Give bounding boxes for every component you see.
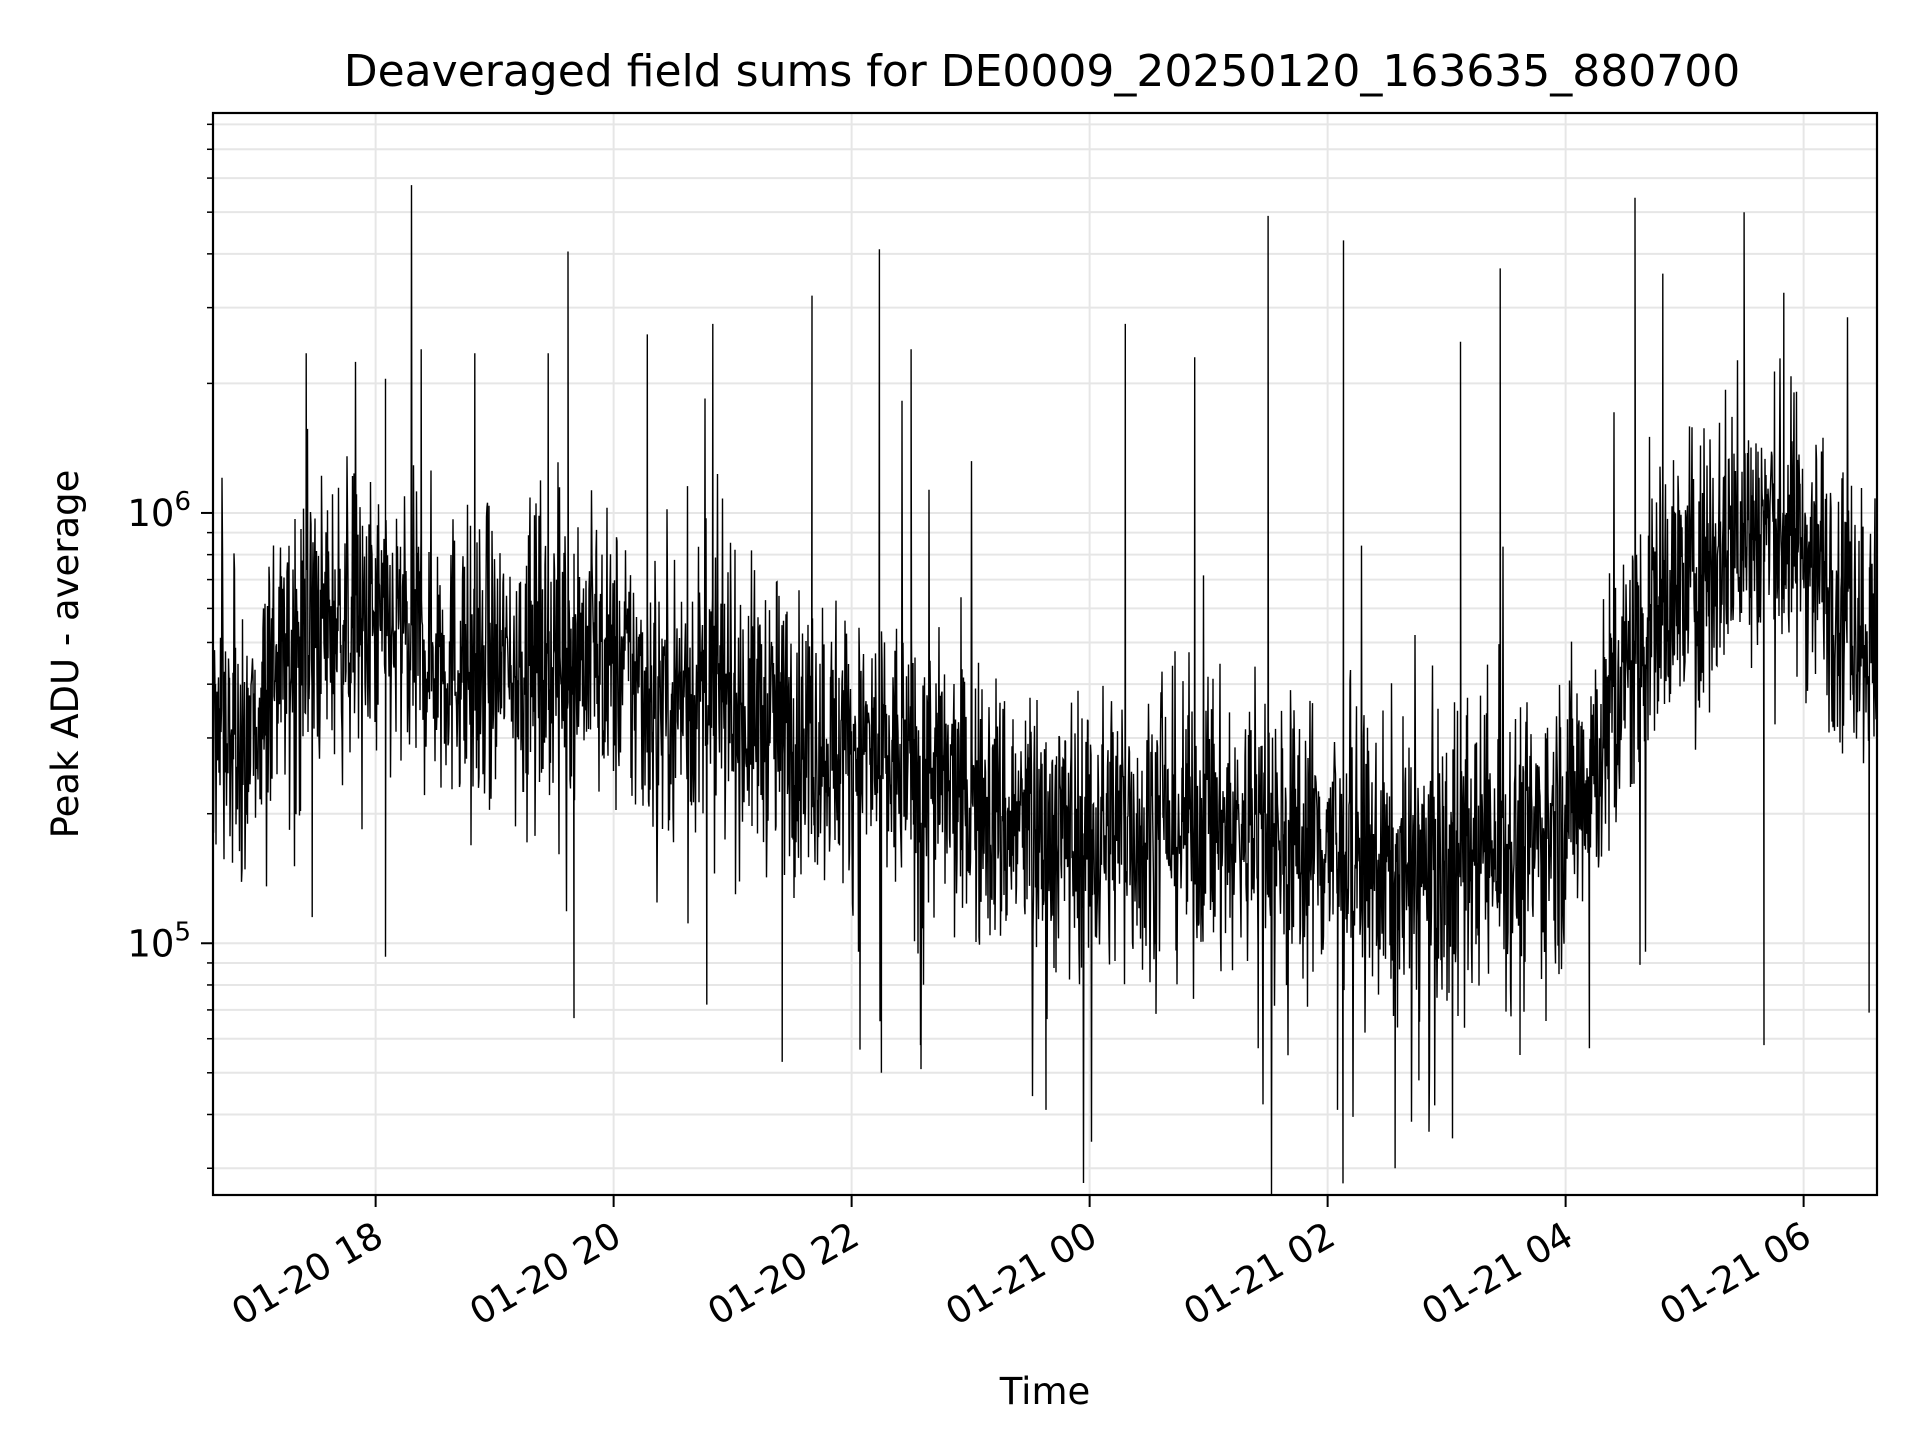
chart-title: Deaveraged field sums for DE0009_2025012… [344, 46, 1741, 97]
y-axis-label: Peak ADU - average [44, 470, 87, 839]
plot-frame [211, 111, 1879, 1197]
grid-lines [213, 113, 1877, 1195]
y-tick-label: 106 [127, 487, 191, 535]
y-tick-label: 105 [127, 917, 191, 965]
series-line [213, 185, 1877, 1195]
x-axis-label: Time [999, 1370, 1091, 1413]
y-axis-ticks: 105 106 [127, 123, 213, 1170]
plot-area [213, 185, 1877, 1195]
